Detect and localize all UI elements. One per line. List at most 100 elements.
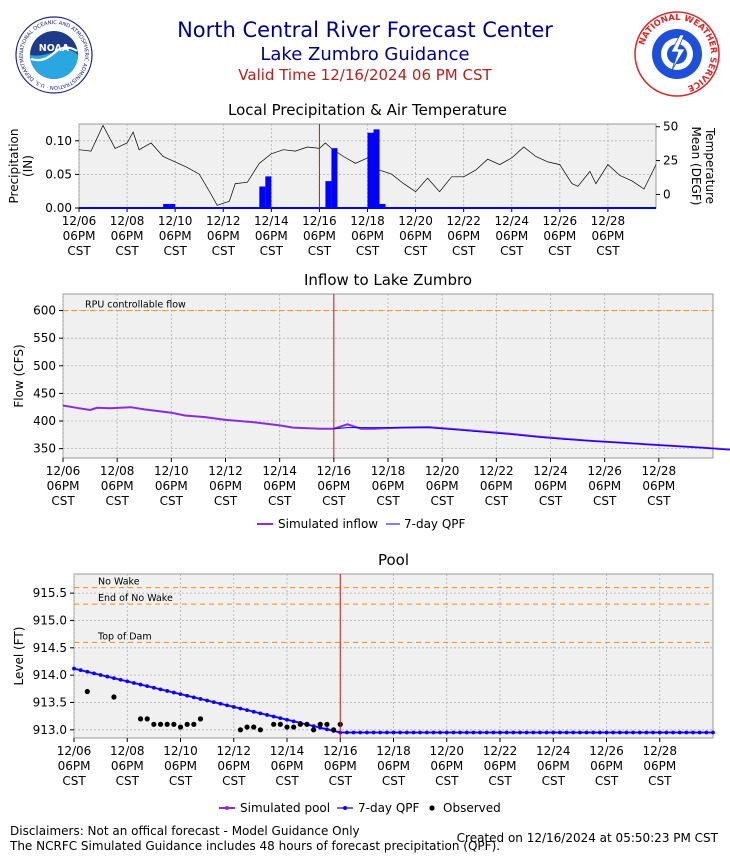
x-tick-label: 06PM [642, 479, 675, 493]
qpf-pool-marker [171, 690, 176, 695]
x-tick-label: CST [212, 244, 236, 258]
observed-point [251, 724, 257, 730]
qpf-pool-marker [411, 730, 416, 735]
threshold-label: No Wake [98, 577, 140, 588]
x-tick-label: 12/16 [323, 744, 358, 758]
precip-bar [367, 132, 374, 208]
x-tick-label: 06PM [643, 759, 676, 773]
precip-bar [379, 203, 386, 208]
qpf-pool-marker [85, 669, 90, 674]
qpf-pool-marker [158, 687, 163, 692]
y-tick-label: 0.05 [45, 167, 72, 181]
x-tick-label: 12/16 [302, 214, 337, 228]
x-tick-label: 06PM [543, 229, 576, 243]
qpf-pool-marker [677, 730, 682, 735]
x-tick-label: CST [160, 494, 184, 508]
qpf-pool-marker [384, 730, 389, 735]
created-timestamp: Created on 12/16/2024 at 05:50:23 PM CST [456, 831, 718, 845]
x-tick-label: 06PM [447, 229, 480, 243]
x-tick-label: 06PM [588, 479, 621, 493]
x-tick-label: 12/06 [57, 744, 92, 758]
qpf-pool-marker [138, 682, 143, 687]
qpf-pool-marker [345, 730, 349, 735]
x-tick-label: 06PM [271, 759, 304, 773]
legend-label: Observed [443, 801, 501, 815]
observed-point [184, 721, 190, 727]
x-tick-label: 12/24 [536, 744, 571, 758]
precip-bar [169, 203, 176, 208]
x-tick-label: 12/10 [163, 744, 198, 758]
observed-point [284, 724, 290, 730]
legend-label: 7-day QPF [358, 801, 420, 815]
x-tick-label: 06PM [111, 229, 144, 243]
qpf-pool-marker [105, 674, 110, 679]
qpf-pool-marker [78, 668, 83, 673]
observed-point [277, 721, 283, 727]
y-axis-label: (IN) [21, 155, 35, 177]
qpf-pool-marker [604, 730, 609, 735]
nws-logo: NATIONAL WEATHER SERVICE [634, 11, 720, 97]
x-tick-label: 12/28 [642, 744, 677, 758]
x-tick-label: CST [116, 774, 140, 788]
observed-point [164, 721, 170, 727]
x-tick-label: 12/22 [483, 744, 518, 758]
x-tick-label: 06PM [101, 479, 134, 493]
chart-title: Inflow to Lake Zumbro [304, 271, 472, 289]
precip-bar [325, 181, 332, 208]
qpf-pool-marker [597, 730, 602, 735]
x-tick-label: 06PM [263, 479, 296, 493]
y-tick-label: 500 [33, 359, 56, 373]
observed-point [177, 724, 184, 730]
x-tick-label: CST [106, 494, 130, 508]
qpf-pool-marker [697, 730, 702, 735]
x-tick-label: 12/18 [350, 214, 385, 228]
x-tick-label: CST [164, 244, 188, 258]
x-tick-label: 12/14 [262, 464, 297, 478]
y2-axis-label: Mean (DEGF) [689, 127, 703, 206]
y-axis-label: Flow (CFS) [12, 344, 26, 407]
x-tick-label: 06PM [111, 759, 144, 773]
observed-point [297, 721, 303, 727]
x-tick-label: 12/12 [216, 744, 251, 758]
qpf-pool-marker [398, 730, 403, 735]
x-tick-label: CST [488, 774, 512, 788]
y-tick-label: 600 [33, 304, 56, 318]
qpf-pool-marker [544, 730, 549, 735]
qpf-note-text: The NCRFC Simulated Guidance includes 48… [10, 839, 501, 853]
observed-point [151, 721, 157, 727]
y-tick-label: 913.0 [33, 723, 67, 737]
qpf-pool-marker [238, 706, 243, 711]
x-tick-label: 12/18 [371, 464, 406, 478]
x-tick-label: 06PM [590, 759, 623, 773]
x-tick-label: 06PM [324, 759, 357, 773]
x-tick-label: 06PM [155, 479, 188, 493]
x-tick-label: 06PM [159, 229, 192, 243]
x-tick-label: 12/08 [110, 214, 145, 228]
y-tick-label: 913.5 [33, 695, 67, 709]
x-tick-label: 12/20 [398, 214, 433, 228]
x-tick-label: CST [62, 774, 86, 788]
x-tick-label: 12/10 [154, 464, 189, 478]
observed-point [330, 727, 337, 733]
qpf-pool-marker [378, 730, 383, 735]
y-axis-label: Precipitation [7, 128, 21, 203]
y-axis-label: Level (FT) [12, 627, 26, 686]
y-tick-label: 550 [33, 331, 56, 345]
qpf-pool-marker [538, 730, 542, 735]
observed-point [144, 716, 150, 722]
y-tick-label: 350 [33, 442, 56, 456]
y-tick-label: 450 [33, 386, 56, 400]
y2-tick-label: 0 [663, 187, 671, 201]
x-tick-label: 06PM [377, 759, 410, 773]
x-tick-label: CST [115, 244, 139, 258]
observed-point [317, 721, 323, 727]
qpf-pool-marker [145, 684, 150, 689]
pool-chart: Pool12/0606PMCST12/0806PMCST12/1006PMCST… [12, 551, 715, 815]
x-tick-label: 12/08 [110, 744, 145, 758]
chart-title: Pool [378, 551, 409, 569]
observed-point [111, 694, 117, 700]
x-tick-label: 12/16 [317, 464, 352, 478]
qpf-pool-marker [551, 730, 556, 735]
qpf-pool-marker [218, 701, 223, 706]
